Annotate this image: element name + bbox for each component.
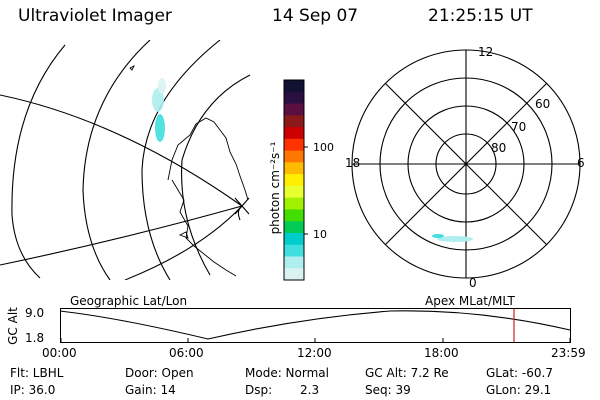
altitude-axis-label: GC Alt [6, 307, 20, 345]
pole-marker [234, 197, 250, 215]
longitude-line [0, 94, 243, 207]
coastline [167, 117, 249, 277]
altitude-plot [60, 308, 571, 343]
gain-info: Gain: 14 [125, 383, 176, 397]
time-tick-0600: 06:00 [169, 346, 204, 360]
dsp-label: Dsp: [245, 383, 273, 397]
latitude-arc [181, 74, 251, 276]
time-label: 21:25:15 UT [428, 6, 533, 26]
colorbar-gradient [284, 80, 304, 281]
colorbar-cell [284, 150, 304, 163]
mlat-label-70: 70 [511, 120, 527, 134]
coastline [178, 231, 189, 239]
time-tick-1200: 12:00 [297, 346, 332, 360]
colorbar-cell [284, 162, 304, 175]
colorbar-cell [284, 115, 304, 128]
altitude-tick-low: 1.8 [25, 331, 45, 345]
colorbar-cell [284, 80, 304, 93]
colorbar-cell [284, 127, 304, 140]
colorbar-unit-label: photon cm⁻²s⁻¹ [268, 141, 282, 235]
coastline [129, 64, 136, 71]
mlt-label-6: 6 [577, 156, 585, 170]
dsp-value: 2.3 [300, 383, 320, 397]
door-info: Door: Open [125, 366, 194, 380]
colorbar-cell [284, 268, 304, 281]
glon-info: GLon: 29.1 [486, 383, 552, 397]
colorbar-cell [284, 185, 304, 199]
time-tick-0000: 00:00 [42, 346, 77, 360]
polar-plot [351, 49, 581, 279]
geographic-label: Geographic Lat/Lon [70, 294, 188, 308]
colorbar-cell [284, 174, 304, 187]
mlt-label-0: 0 [469, 276, 477, 290]
gc-alt-info: GC Alt: 7.2 Re [365, 366, 449, 380]
filter-info: Flt: LBHL [10, 366, 64, 380]
longitude-line [124, 205, 243, 280]
colorbar-cell [284, 138, 304, 152]
latitude-arc [82, 40, 151, 280]
mlt-label-12: 12 [478, 45, 494, 59]
latitude-arc [141, 40, 221, 280]
mlat-label-80: 80 [491, 141, 507, 155]
colorbar-cell [284, 244, 304, 257]
mode-info: Mode: Normal [245, 366, 329, 380]
colorbar-cell [284, 91, 304, 105]
mlat-label-60: 60 [535, 97, 551, 111]
aurora-emission [152, 78, 166, 142]
ip-info: IP: 36.0 [10, 383, 56, 397]
colorbar-tick-10: 10 [313, 228, 327, 241]
date-label: 14 Sep 07 [272, 6, 359, 26]
instrument-title: Ultraviolet Imager [18, 6, 172, 26]
glat-info: GLat: -60.7 [486, 366, 553, 380]
altitude-tick-high: 9.0 [25, 306, 45, 320]
time-tick-2359: 23:59 [551, 346, 586, 360]
colorbar-cell [284, 197, 304, 210]
colorbar-cell [284, 221, 304, 234]
colorbar-cell [284, 103, 304, 116]
colorbar-cell [284, 256, 304, 269]
sequence-info: Seq: 39 [365, 383, 411, 397]
colorbar-tick-100: 100 [313, 141, 334, 154]
latitude-arc [11, 44, 66, 279]
longitude-line [0, 205, 243, 266]
colorbar [283, 79, 308, 281]
polar-aurora [432, 234, 473, 242]
mlt-line-diagonal [384, 82, 548, 246]
colorbar-cell [284, 209, 304, 222]
altitude-curve [60, 310, 571, 340]
colorbar-cell [284, 232, 304, 246]
apex-label: Apex MLat/MLT [425, 294, 515, 308]
time-tick-1800: 18:00 [424, 346, 459, 360]
mlt-label-18: 18 [345, 156, 361, 170]
geographic-map [0, 40, 251, 280]
